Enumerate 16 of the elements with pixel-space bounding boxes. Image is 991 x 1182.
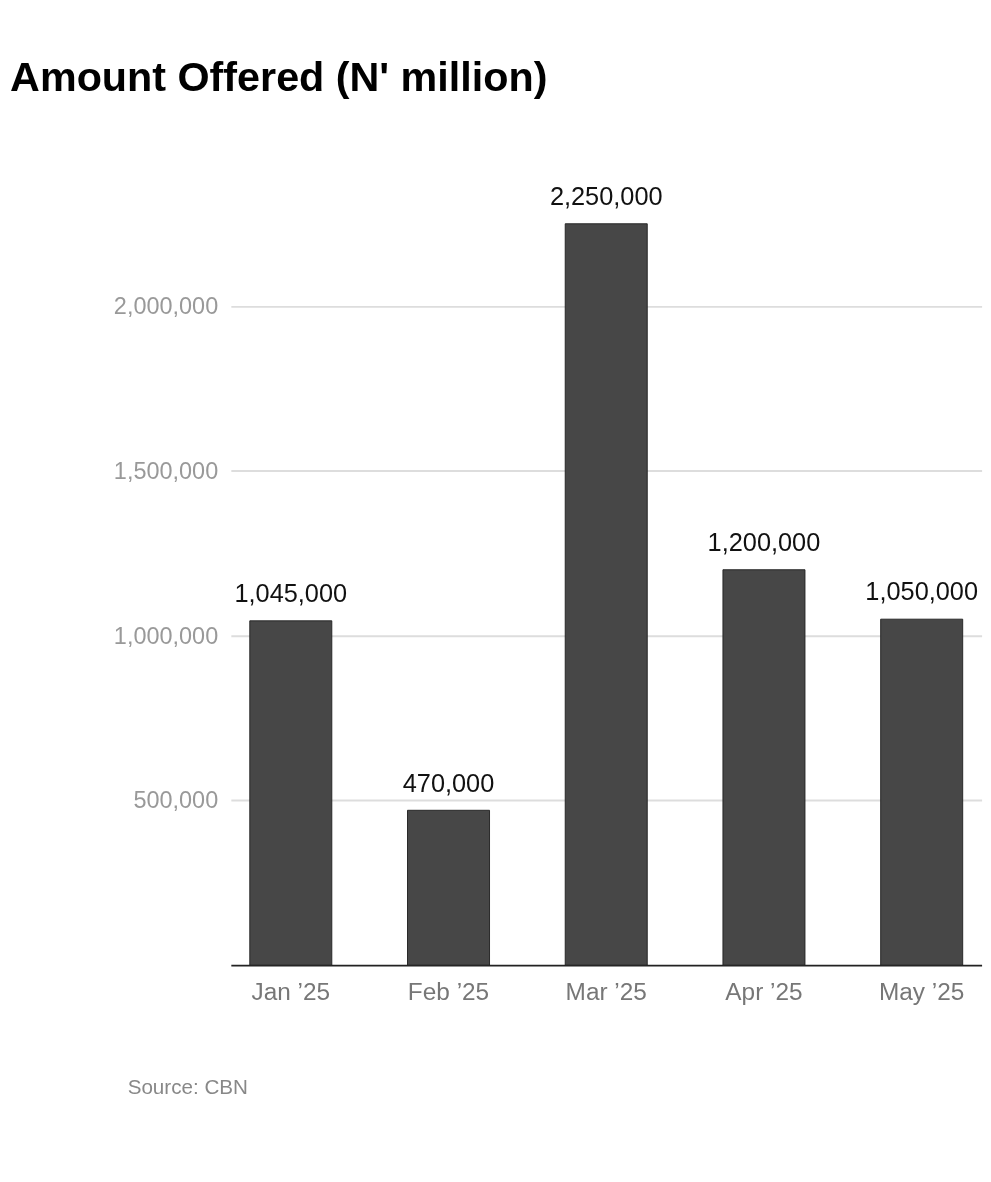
x-tick-label: Jan ’25 (251, 978, 331, 1006)
x-tick-label: Apr ’25 (725, 978, 803, 1006)
y-tick-label: 1,000,000 (113, 622, 219, 649)
data-label: 1,045,000 (234, 579, 348, 608)
source-note: Source: CBN (127, 1074, 248, 1098)
y-tick-label: 1,500,000 (113, 457, 219, 484)
data-label: 470,000 (402, 768, 495, 797)
data-label: 2,250,000 (549, 182, 663, 211)
x-tick-label: Mar ’25 (565, 978, 647, 1006)
x-tick-label: May ’25 (879, 978, 965, 1006)
y-tick-label: 2,000,000 (113, 293, 219, 320)
data-label: 1,200,000 (707, 527, 821, 556)
x-tick-label: Feb ’25 (407, 978, 490, 1006)
y-tick-label: 500,000 (133, 787, 219, 814)
data-label: 1,050,000 (865, 577, 979, 606)
chart-title: Amount Offered (N' million) (10, 54, 548, 101)
